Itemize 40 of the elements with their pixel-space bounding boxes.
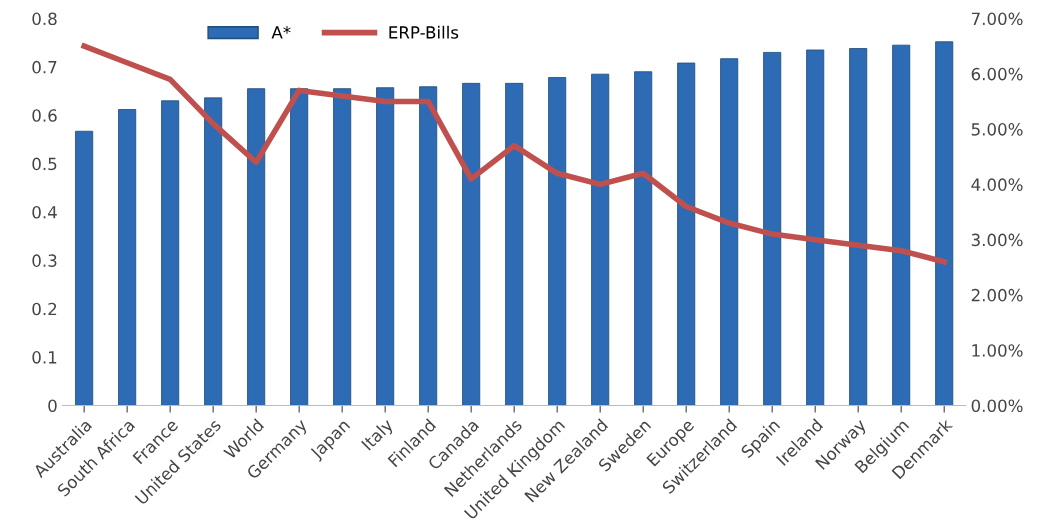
bar [892,44,911,406]
bar [505,82,524,406]
y2-tick-label: 6.00% [971,67,1023,81]
y-tick-label: 0.8 [32,12,57,26]
bar [419,86,438,406]
y2-tick-label: 3.00% [971,233,1023,247]
bar [75,130,94,406]
y2-tick-label: 1.00% [972,344,1023,357]
bar [935,41,954,406]
bar [333,88,352,406]
y-tick-label: 0.1 [32,351,57,364]
legend-label: ERP-Bills [389,25,459,39]
bar [161,100,180,406]
y2-tick-label: 2.00% [971,288,1023,302]
y-tick-label: 0.2 [32,302,57,316]
bar [376,87,395,406]
y2-tick-label: 7.00% [971,12,1023,26]
bar [634,71,653,406]
bar [548,77,567,406]
y2-tick-label: 4.00% [971,178,1023,191]
legend-label: A* [271,26,291,39]
bar [118,109,137,406]
bar [677,62,696,406]
y-tick-label: 0.4 [32,205,57,219]
y-tick-label: 0.5 [32,157,57,171]
y-tick-label: 0.7 [32,60,57,74]
bar [247,88,266,406]
bar [290,88,309,406]
bar [462,82,481,406]
y-tick-label: 0.3 [32,254,57,267]
y2-tick-label: 0.00% [971,399,1023,413]
y-tick-label: 0 [48,399,57,413]
y-tick-label: 0.6 [32,109,57,122]
bar [591,73,610,406]
bar [849,48,868,406]
bar [204,97,223,406]
bar [763,51,782,406]
bar [806,49,825,406]
y2-tick-label: 5.00% [971,123,1023,136]
bar [720,58,739,406]
